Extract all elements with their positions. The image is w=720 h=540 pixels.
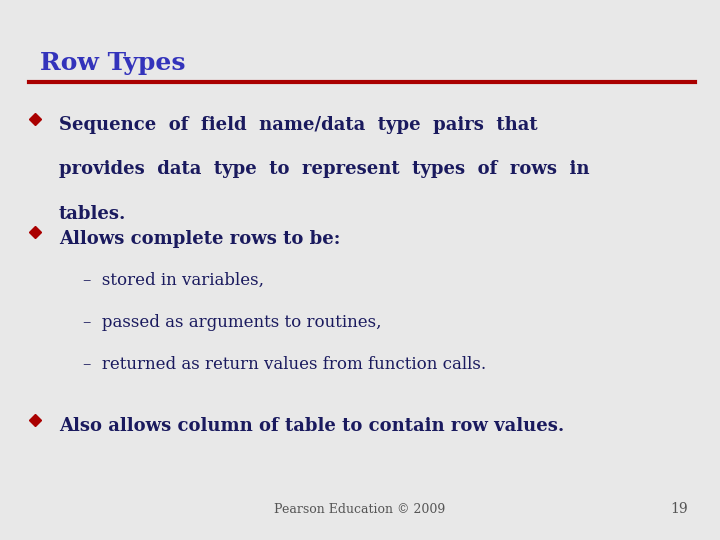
Text: Allows complete rows to be:: Allows complete rows to be: — [59, 230, 341, 247]
Text: 19: 19 — [670, 502, 688, 516]
Text: Pearson Education © 2009: Pearson Education © 2009 — [274, 503, 446, 516]
Text: Row Types: Row Types — [40, 51, 185, 75]
Text: Also allows column of table to contain row values.: Also allows column of table to contain r… — [59, 417, 564, 435]
Text: tables.: tables. — [59, 205, 127, 222]
Text: Sequence  of  field  name/data  type  pairs  that: Sequence of field name/data type pairs t… — [59, 116, 538, 134]
Text: –  stored in variables,: – stored in variables, — [83, 272, 264, 288]
Text: –  returned as return values from function calls.: – returned as return values from functio… — [83, 356, 486, 373]
Text: provides  data  type  to  represent  types  of  rows  in: provides data type to represent types of… — [59, 160, 590, 178]
Text: –  passed as arguments to routines,: – passed as arguments to routines, — [83, 314, 382, 331]
